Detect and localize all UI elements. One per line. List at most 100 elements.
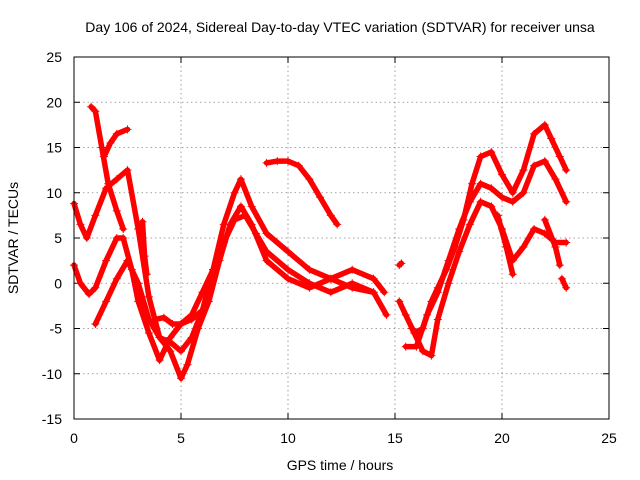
data-point — [262, 256, 271, 265]
series-track-5 — [99, 125, 132, 161]
data-point — [236, 202, 245, 211]
data-point — [305, 265, 314, 274]
data-point — [91, 283, 100, 292]
data-point — [502, 243, 511, 252]
data-point — [562, 238, 571, 247]
series-track-7 — [151, 306, 207, 328]
data-point — [104, 179, 113, 188]
data-point — [247, 220, 256, 229]
data-point — [401, 342, 410, 351]
series-track-2 — [70, 211, 391, 365]
x-axis-label: GPS time / hours — [287, 457, 394, 473]
data-point — [204, 297, 213, 306]
data-point — [465, 220, 474, 229]
data-point — [476, 152, 485, 161]
data-point — [284, 247, 292, 256]
series-line — [71, 212, 390, 363]
data-point — [508, 270, 517, 279]
series-line — [71, 167, 388, 354]
data-point — [215, 256, 224, 265]
x-tick-label: 10 — [280, 430, 296, 446]
data-point — [198, 306, 207, 315]
data-point — [540, 120, 549, 129]
data-point — [369, 288, 378, 297]
data-point — [427, 351, 436, 360]
data-point — [284, 265, 292, 274]
data-point — [168, 319, 177, 328]
y-tick-label: 25 — [46, 49, 62, 65]
data-point — [166, 347, 175, 356]
data-point — [557, 274, 566, 283]
series-track-4 — [87, 102, 128, 233]
data-point — [166, 333, 175, 342]
data-point — [99, 152, 108, 161]
data-point — [562, 166, 571, 175]
data-point — [123, 166, 132, 175]
data-point — [401, 310, 410, 319]
data-point — [519, 166, 528, 175]
data-point — [326, 288, 335, 297]
data-point — [91, 319, 100, 328]
y-tick-label: 5 — [54, 230, 62, 246]
data-point — [369, 274, 378, 283]
data-point — [562, 197, 571, 206]
data-point — [177, 347, 185, 356]
series-track-9 — [395, 120, 571, 338]
data-point — [284, 157, 292, 166]
data-point — [562, 283, 571, 292]
data-point — [144, 292, 153, 301]
data-point — [493, 211, 502, 220]
data-point — [236, 175, 245, 184]
data-point — [487, 202, 496, 211]
data-point — [119, 234, 128, 242]
data-point — [273, 157, 282, 166]
data-point — [530, 224, 539, 233]
data-point — [382, 310, 391, 319]
data-point — [326, 274, 335, 283]
series-line — [88, 104, 126, 232]
data-point — [508, 197, 517, 206]
data-point — [262, 158, 271, 167]
data-point — [476, 179, 485, 188]
x-tick-label: 20 — [494, 430, 510, 446]
data-point — [540, 157, 549, 166]
data-point — [155, 333, 164, 342]
y-tick-label: -10 — [42, 366, 62, 382]
y-tick-label: 0 — [54, 275, 62, 291]
plot-frame — [73, 56, 610, 420]
data-point — [530, 161, 539, 170]
series-track-12 — [493, 211, 517, 279]
data-point — [177, 374, 185, 383]
data-point — [226, 220, 235, 229]
data-point — [465, 197, 474, 206]
data-point — [112, 206, 121, 215]
data-point — [112, 129, 121, 138]
data-point — [455, 247, 464, 256]
data-point — [326, 211, 335, 220]
y-tick-label: -5 — [50, 321, 63, 337]
data-point — [487, 184, 496, 193]
series-line — [559, 275, 569, 291]
series-track-10 — [401, 157, 571, 351]
data-point — [487, 148, 496, 157]
data-point — [183, 360, 192, 369]
data-point — [444, 279, 453, 288]
data-point — [348, 283, 357, 292]
data-point — [112, 274, 121, 283]
series-line — [139, 218, 150, 277]
data-point — [151, 315, 160, 324]
data-point — [433, 288, 442, 297]
data-point — [91, 107, 100, 116]
data-point — [455, 224, 464, 233]
data-point — [102, 297, 111, 306]
series-track-6 — [138, 217, 151, 279]
data-point — [159, 313, 168, 322]
data-point — [551, 175, 560, 184]
data-point — [530, 129, 539, 138]
series-line — [409, 199, 569, 359]
y-tick-label: 10 — [46, 185, 62, 201]
x-tick-label: 0 — [70, 430, 78, 446]
series-track-3 — [91, 202, 378, 383]
x-tick-label: 25 — [601, 430, 617, 446]
data-point — [194, 324, 203, 333]
